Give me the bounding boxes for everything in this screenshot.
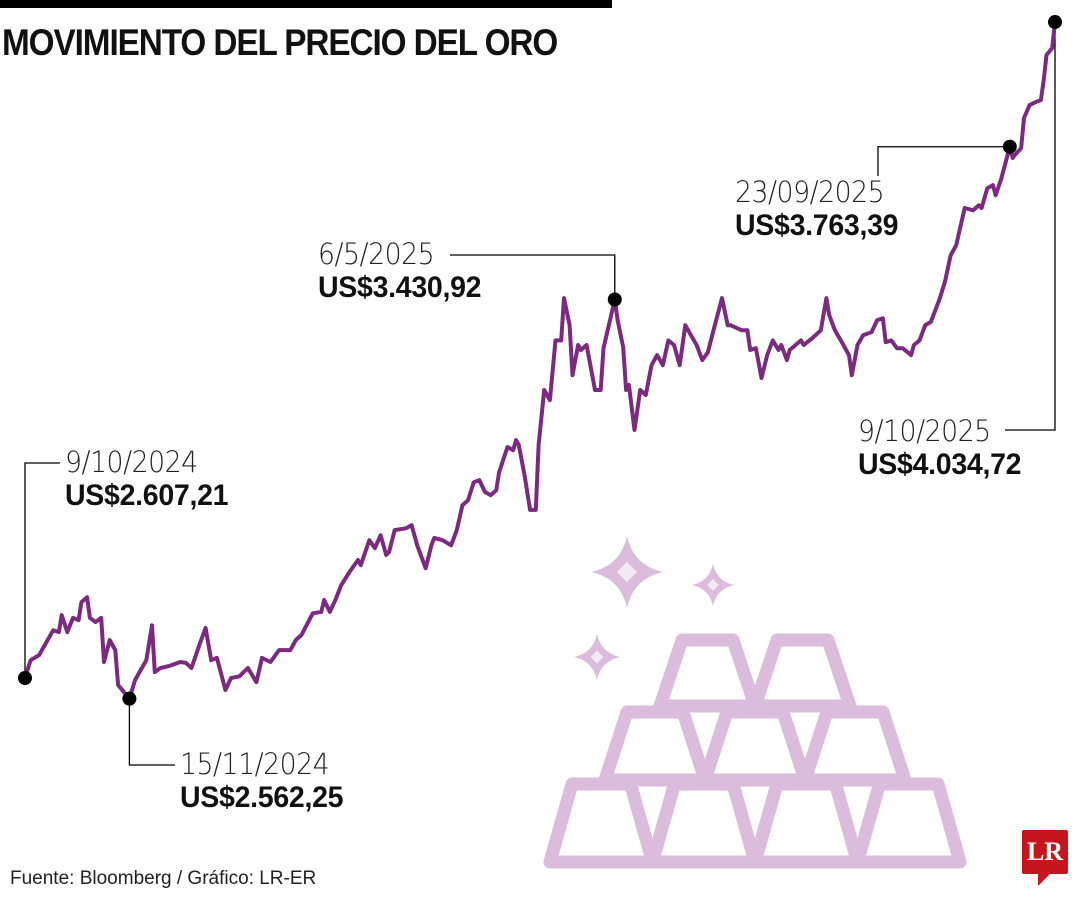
annotation-marker	[1002, 139, 1017, 154]
sparkle-hole	[707, 579, 719, 591]
annotation-marker	[18, 671, 32, 685]
leader-line	[128, 698, 175, 766]
annotation-date: 9/10/2024	[65, 445, 198, 479]
annotation-marker	[607, 292, 622, 307]
sparkle-hole	[616, 561, 638, 583]
annotation-date: 9/10/2025	[858, 414, 991, 448]
annotation-marker	[122, 691, 137, 706]
annotation-low: 15/11/2024 US$2.562,25	[180, 748, 352, 815]
annotation-value: US$4.034,72	[858, 448, 1022, 481]
leader-line	[1005, 22, 1056, 431]
annotation-date: 15/11/2024	[180, 747, 330, 781]
annotation-may-peak: 6/5/2025 US$3.430,92	[318, 238, 490, 305]
annotation-value: US$3.430,92	[318, 271, 482, 304]
annotation-marker	[1048, 15, 1062, 30]
annotation-end: 9/10/2025 US$4.034,72	[858, 415, 1030, 482]
leader-line	[877, 146, 1010, 176]
annotation-markers	[18, 15, 1062, 706]
annotation-date: 6/5/2025	[318, 237, 435, 271]
annotation-value: US$2.562,25	[180, 781, 344, 814]
title-bar	[0, 0, 612, 8]
annotation-value: US$2.607,21	[65, 479, 229, 512]
chart-title: MOVIMIENTO DEL PRECIO DEL ORO	[2, 22, 558, 63]
leader-line	[450, 254, 616, 300]
annotation-september: 23/09/2025 US$3.763,39	[735, 176, 907, 243]
gold-bars-icon	[543, 536, 967, 869]
price-line	[23, 21, 1057, 701]
annotation-leaders	[24, 22, 1056, 766]
annotation-start: 9/10/2024 US$2.607,21	[65, 446, 237, 513]
lr-logo: LR	[1022, 830, 1068, 886]
sparkle-hole	[590, 650, 604, 664]
annotation-date: 23/09/2025	[735, 175, 885, 209]
annotation-value: US$3.763,39	[735, 209, 899, 242]
gold-bar	[851, 777, 967, 869]
leader-line	[24, 462, 60, 678]
source-note: Fuente: Bloomberg / Gráfico: LR-ER	[10, 868, 317, 889]
